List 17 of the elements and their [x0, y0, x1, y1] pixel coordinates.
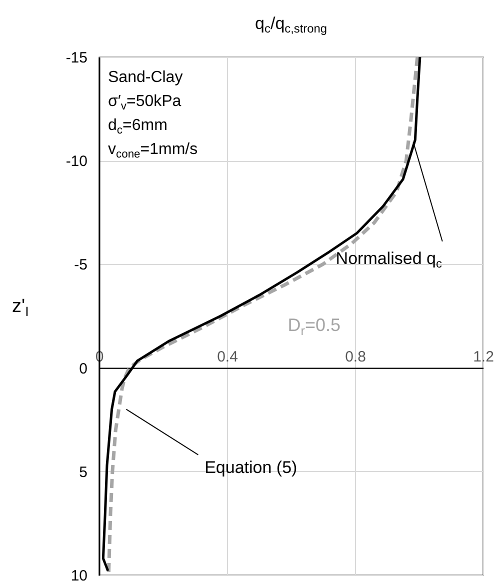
- y-tick-label: -10: [66, 153, 88, 170]
- x-tick-label: 0.8: [345, 348, 366, 366]
- series-label: Normalised q$_{c}$: [336, 248, 442, 270]
- y-tick-label: 0: [79, 360, 88, 378]
- y-tick-label: 10: [70, 568, 88, 584]
- text: Equation (5): [204, 458, 298, 478]
- y-tick-label: 5: [79, 464, 88, 481]
- annotation: v$_{cone}$=1mm/s: [108, 141, 198, 160]
- y-axis-title: z'$_{I}$: [12, 296, 29, 319]
- annotation: d$_{c}$=6mm: [108, 117, 168, 136]
- annotation: Sand-Clay: [108, 69, 183, 88]
- x-axis-title: q$_{c}$/q$_{c,strong}$: [255, 14, 327, 36]
- annotation: σ′$_{v}$=50kPa: [108, 93, 182, 112]
- annotation: D$_{r}$=0.5: [288, 314, 341, 338]
- y-tick-label: -15: [66, 50, 88, 66]
- x-tick-label: 0.4: [217, 348, 238, 366]
- y-tick-label: -5: [74, 256, 88, 274]
